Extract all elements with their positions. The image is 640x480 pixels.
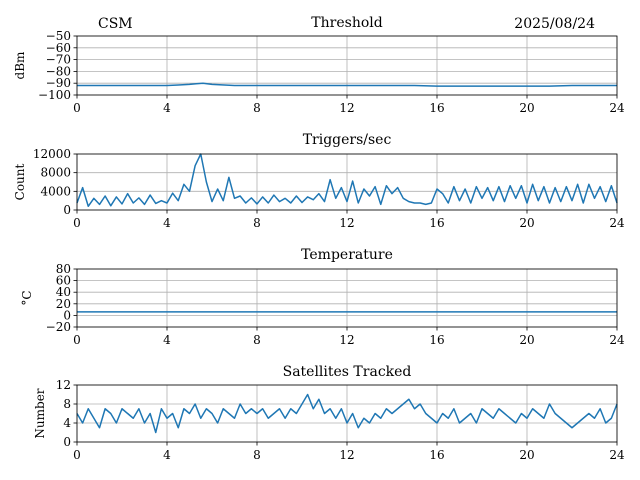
y-tick-label: 4000 bbox=[40, 184, 71, 198]
x-tick-label: 8 bbox=[253, 101, 261, 115]
chart-title: Threshold bbox=[311, 15, 382, 31]
header-right-date: 2025/08/24 bbox=[514, 16, 595, 32]
y-tick-label: 80 bbox=[56, 262, 71, 276]
y-tick-label: −50 bbox=[46, 29, 71, 43]
x-tick-label: 12 bbox=[339, 216, 354, 230]
y-tick-label: 8000 bbox=[40, 166, 71, 180]
x-tick-label: 12 bbox=[339, 448, 354, 462]
y-tick-label: 12 bbox=[56, 378, 71, 392]
grid bbox=[76, 384, 618, 443]
x-tick-label: 16 bbox=[429, 101, 444, 115]
x-tick-label: 24 bbox=[609, 333, 625, 347]
x-tick-label: 0 bbox=[73, 216, 81, 230]
x-tick-label: 4 bbox=[163, 333, 171, 347]
x-tick-label: 0 bbox=[73, 101, 81, 115]
y-axis-label: Number bbox=[33, 388, 47, 438]
x-tick-label: 16 bbox=[429, 333, 444, 347]
x-tick-label: 16 bbox=[429, 448, 444, 462]
chart-title: Temperature bbox=[301, 247, 393, 263]
chart-panel-2: 0 4 8 12 16 20 24 0 4000 8000 12000 Triggers/sec Cou… bbox=[13, 132, 625, 230]
y-tick-label: 60 bbox=[56, 274, 71, 288]
y-tick-label: 12000 bbox=[33, 147, 71, 161]
grid bbox=[76, 268, 618, 328]
x-tick-label: 24 bbox=[609, 101, 625, 115]
y-tick-label: −70 bbox=[46, 53, 71, 67]
x-tick-label: 4 bbox=[163, 448, 171, 462]
x-tick-label: 20 bbox=[519, 216, 534, 230]
y-axis-label: °C bbox=[20, 290, 34, 305]
y-axis-label: dBm bbox=[13, 51, 27, 80]
y-tick-label: −20 bbox=[46, 320, 71, 334]
x-tick-label: 0 bbox=[73, 448, 81, 462]
x-tick-label: 24 bbox=[609, 216, 625, 230]
x-tick-label: 4 bbox=[163, 101, 171, 115]
chart-title: Satellites Tracked bbox=[283, 364, 412, 380]
y-axis-label: Count bbox=[13, 163, 27, 200]
chart-panel-4: 0 4 8 12 16 20 24 0 4 8 12 Satellites Tracked Number bbox=[33, 364, 625, 462]
x-tick-label: 20 bbox=[519, 333, 534, 347]
y-tick-label: −80 bbox=[46, 64, 71, 78]
y-tick-label: 0 bbox=[63, 435, 71, 449]
x-tick-label: 8 bbox=[253, 216, 261, 230]
y-tick-label: 4 bbox=[63, 416, 71, 430]
y-tick-label: 40 bbox=[56, 285, 71, 299]
y-tick-label: 8 bbox=[63, 397, 71, 411]
x-tick-label: 4 bbox=[163, 216, 171, 230]
y-tick-label: −90 bbox=[46, 76, 71, 90]
chart-title: Triggers/sec bbox=[303, 132, 392, 148]
y-tick-label: 20 bbox=[56, 297, 71, 311]
y-tick-label: −100 bbox=[38, 88, 71, 102]
x-tick-label: 20 bbox=[519, 448, 534, 462]
x-tick-label: 16 bbox=[429, 216, 444, 230]
header-left-label: CSM bbox=[98, 16, 133, 32]
y-tick-label: 0 bbox=[63, 203, 71, 217]
x-tick-label: 8 bbox=[253, 448, 261, 462]
series-line bbox=[77, 82, 617, 87]
x-tick-label: 24 bbox=[609, 448, 625, 462]
x-tick-label: 12 bbox=[339, 333, 354, 347]
y-tick-label: −60 bbox=[46, 41, 71, 55]
x-tick-label: 20 bbox=[519, 101, 534, 115]
series-line bbox=[76, 153, 618, 208]
x-tick-label: 8 bbox=[253, 333, 261, 347]
x-tick-label: 0 bbox=[73, 333, 81, 347]
chart-panel-1: 0 4 8 12 16 20 24 −100−90−80−70−60−50 Threshold d… bbox=[13, 15, 625, 115]
series-line bbox=[76, 393, 618, 434]
y-tick-label: 0 bbox=[63, 308, 71, 322]
x-tick-label: 12 bbox=[339, 101, 354, 115]
